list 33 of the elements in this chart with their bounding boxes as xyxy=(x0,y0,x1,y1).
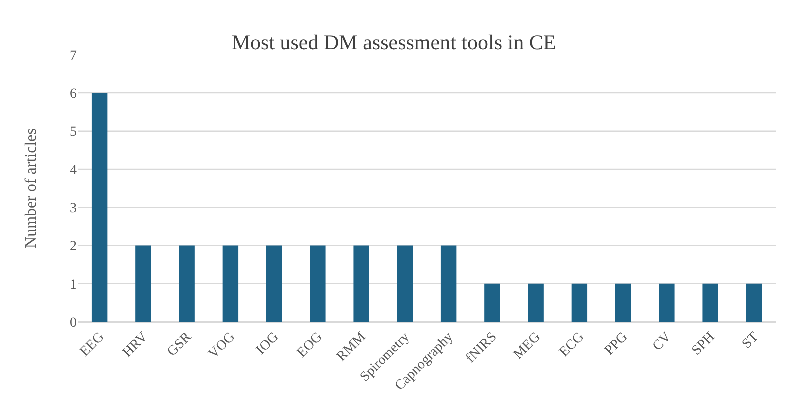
y-axis-title: Number of articles xyxy=(23,128,40,248)
x-tick-label: ST xyxy=(740,330,762,352)
bar xyxy=(615,284,632,322)
y-tick-label: 2 xyxy=(70,240,77,255)
bar xyxy=(92,93,108,322)
x-tick-label: SPH xyxy=(690,330,718,359)
x-tick-label: PPG xyxy=(602,330,632,359)
y-tick-label: 4 xyxy=(70,163,77,178)
y-tick-label: 6 xyxy=(70,87,77,102)
chart-title: Most used DM assessment tools in CE xyxy=(232,30,556,54)
bar xyxy=(310,246,326,322)
bar xyxy=(702,284,718,322)
bar xyxy=(484,284,500,322)
bar xyxy=(528,284,544,322)
bar xyxy=(222,246,239,322)
y-tick-label: 5 xyxy=(70,125,77,140)
x-tick-label: GSR xyxy=(164,330,196,360)
bar xyxy=(266,246,282,322)
y-tick-label: 1 xyxy=(70,278,77,293)
y-tick-label: 3 xyxy=(70,201,77,216)
bar xyxy=(659,284,675,322)
y-tick-label: 7 xyxy=(70,48,77,64)
bar xyxy=(397,246,414,322)
bar xyxy=(136,246,152,322)
bar xyxy=(354,246,370,322)
x-tick-label: IOG xyxy=(254,330,282,358)
bar xyxy=(179,246,195,322)
x-tick-label: VOG xyxy=(206,330,238,362)
y-tick-label: 0 xyxy=(70,316,77,331)
bar xyxy=(440,246,457,322)
bar xyxy=(572,284,588,322)
x-tick-label: CV xyxy=(650,330,675,354)
bar xyxy=(746,284,762,322)
